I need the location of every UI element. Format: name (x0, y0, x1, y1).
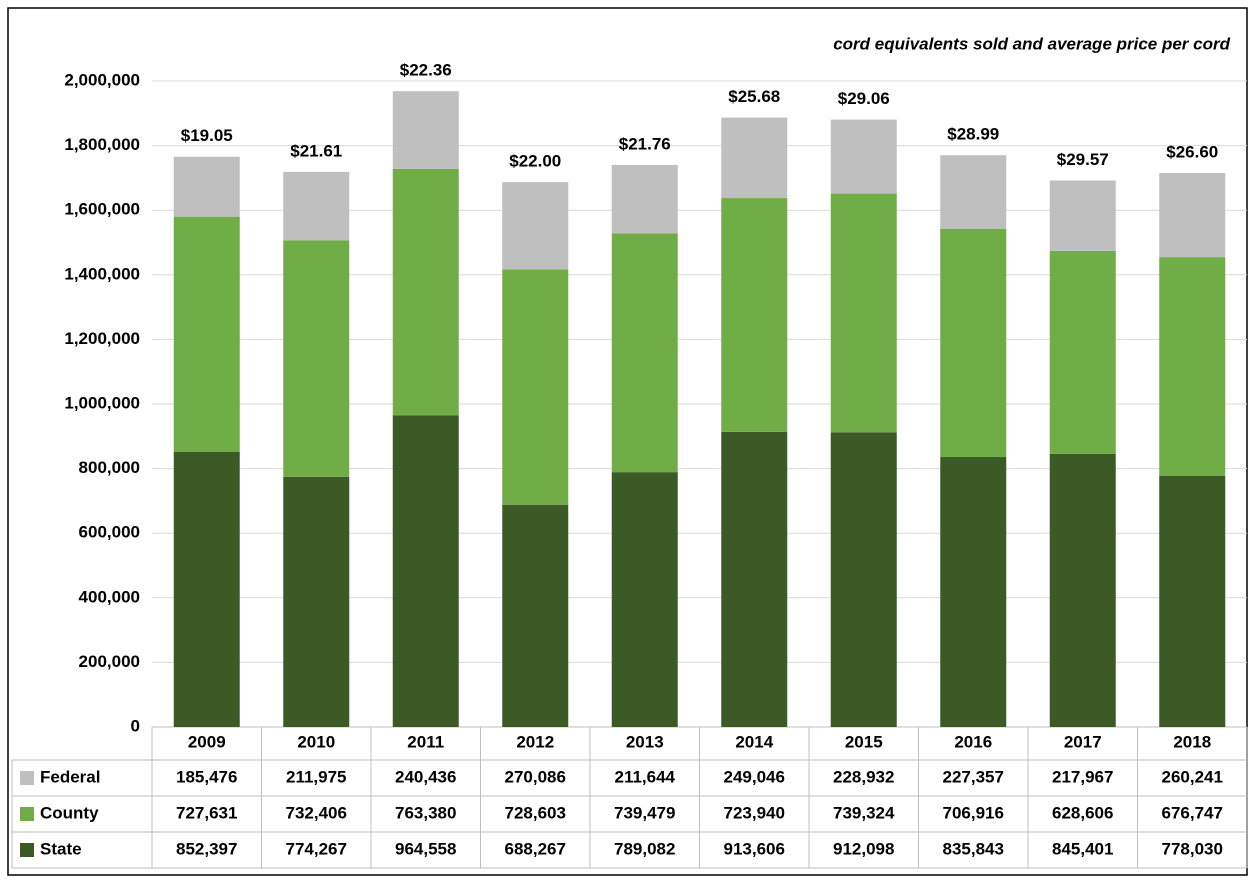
bar-segment (940, 228, 1007, 458)
legend-label: Federal (40, 767, 100, 786)
table-value: 217,967 (1052, 767, 1113, 786)
bar-segment (940, 457, 1007, 727)
table-value: 739,324 (833, 803, 895, 822)
table-value: 728,603 (505, 803, 566, 822)
table-value: 228,932 (833, 767, 894, 786)
y-tick-label: 1,200,000 (64, 329, 140, 348)
table-value: 913,606 (724, 839, 785, 858)
table-value: 774,267 (286, 839, 347, 858)
bar-segment (173, 451, 240, 727)
bar-segment (1049, 250, 1116, 454)
table-value: 240,436 (395, 767, 456, 786)
table-value: 912,098 (833, 839, 894, 858)
y-tick-label: 1,600,000 (64, 200, 140, 219)
price-label: $25.68 (728, 87, 780, 106)
x-tick-label: 2010 (297, 732, 335, 751)
y-tick-label: 2,000,000 (64, 70, 140, 89)
bar-segment (283, 240, 350, 477)
table-value: 835,843 (943, 839, 1004, 858)
price-label: $22.36 (400, 61, 452, 80)
table-value: 260,241 (1162, 767, 1223, 786)
table-value: 249,046 (724, 767, 785, 786)
bar-segment (611, 233, 678, 473)
price-label: $19.05 (181, 126, 233, 145)
bar-segment (173, 156, 240, 217)
chart-title: cord equivalents sold and average price … (833, 34, 1230, 53)
bar-segment (392, 91, 459, 169)
bar-segment (721, 198, 788, 432)
y-tick-label: 1,400,000 (64, 264, 140, 283)
price-label: $29.06 (838, 89, 890, 108)
table-value: 628,606 (1052, 803, 1113, 822)
legend-swatch (20, 843, 34, 857)
x-tick-label: 2014 (735, 732, 773, 751)
table-value: 778,030 (1162, 839, 1223, 858)
y-tick-label: 800,000 (79, 458, 140, 477)
table-value: 732,406 (286, 803, 347, 822)
bar-segment (502, 182, 569, 270)
x-tick-label: 2015 (845, 732, 883, 751)
x-tick-label: 2011 (407, 732, 444, 751)
y-tick-label: 1,800,000 (64, 135, 140, 154)
table-value: 185,476 (176, 767, 237, 786)
bar-segment (830, 119, 897, 194)
price-label: $21.61 (290, 141, 342, 160)
bar-segment (173, 216, 240, 452)
y-tick-label: 200,000 (79, 652, 140, 671)
table-value: 706,916 (943, 803, 1004, 822)
table-value: 676,747 (1162, 803, 1223, 822)
bar-segment (1049, 453, 1116, 727)
bar-segment (392, 168, 459, 416)
y-tick-label: 600,000 (79, 523, 140, 542)
y-tick-label: 0 (131, 716, 140, 735)
table-value: 852,397 (176, 839, 237, 858)
table-value: 845,401 (1052, 839, 1113, 858)
legend-label: State (40, 839, 82, 858)
bar-segment (611, 472, 678, 727)
table-value: 763,380 (395, 803, 456, 822)
bar-segment (611, 164, 678, 234)
table-value: 227,357 (943, 767, 1004, 786)
table-value: 739,479 (614, 803, 675, 822)
bar-segment (1049, 180, 1116, 251)
bar-segment (721, 117, 788, 199)
table-value: 688,267 (505, 839, 566, 858)
table-value: 727,631 (176, 803, 237, 822)
bar-segment (830, 193, 897, 433)
bar-segment (1159, 475, 1226, 727)
bar-segment (1159, 173, 1226, 258)
bar-segment (940, 155, 1007, 229)
y-tick-label: 1,000,000 (64, 393, 140, 412)
table-value: 270,086 (505, 767, 566, 786)
table-value: 964,558 (395, 839, 456, 858)
x-tick-label: 2018 (1173, 732, 1211, 751)
price-label: $22.00 (509, 152, 561, 171)
x-tick-label: 2017 (1064, 732, 1102, 751)
price-label: $26.60 (1166, 143, 1218, 162)
table-value: 211,975 (286, 767, 347, 786)
bar-segment (502, 269, 569, 505)
bar-segment (1159, 257, 1226, 476)
bar-segment (502, 504, 569, 727)
legend-swatch (20, 771, 34, 785)
price-label: $29.57 (1057, 150, 1109, 169)
x-tick-label: 2016 (954, 732, 992, 751)
table-value: 723,940 (724, 803, 785, 822)
bar-segment (830, 432, 897, 727)
bar-segment (721, 431, 788, 727)
table-value: 789,082 (614, 839, 675, 858)
bar-segment (283, 171, 350, 241)
price-label: $21.76 (619, 134, 671, 153)
price-label: $28.99 (947, 125, 999, 144)
x-tick-label: 2009 (188, 732, 226, 751)
y-tick-label: 400,000 (79, 587, 140, 606)
table-value: 211,644 (614, 767, 675, 786)
x-tick-label: 2013 (626, 732, 664, 751)
bar-segment (392, 415, 459, 727)
bar-segment (283, 476, 350, 727)
legend-swatch (20, 807, 34, 821)
x-tick-label: 2012 (516, 732, 554, 751)
legend-label: County (40, 803, 99, 822)
